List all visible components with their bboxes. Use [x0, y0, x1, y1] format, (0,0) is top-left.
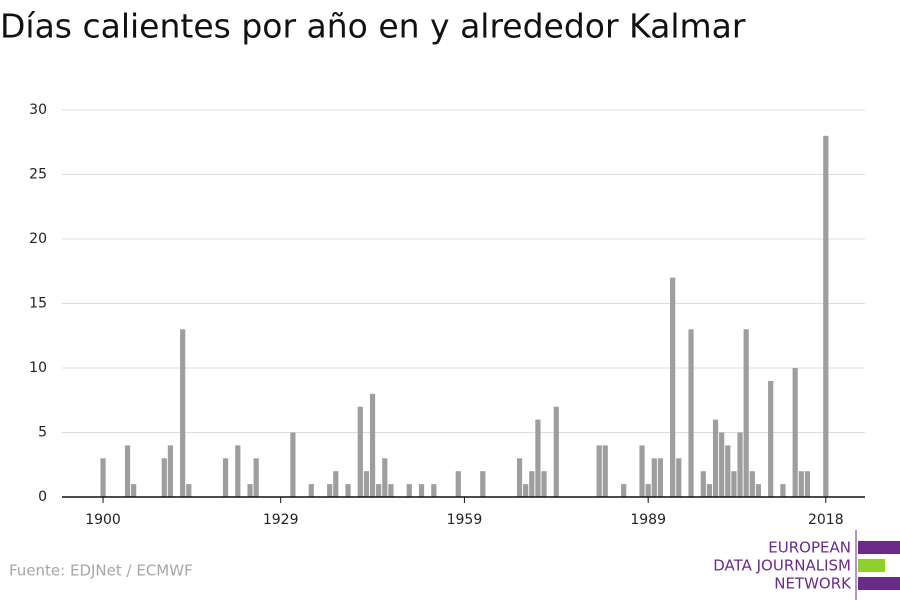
logo-bar [858, 559, 885, 572]
logo-text: NETWORK [774, 575, 852, 593]
chart-title: Días calientes por año en y alrededor Ka… [0, 7, 746, 46]
bar [523, 484, 529, 497]
bar [382, 458, 388, 497]
logo-text: DATA JOURNALISM [713, 557, 851, 575]
bar [755, 484, 762, 497]
bar [657, 458, 664, 497]
x-tick-label: 1929 [263, 512, 299, 528]
source: Fuente: EDJNet / ECMWF [9, 562, 193, 580]
logo-bar [858, 541, 900, 554]
bar [823, 135, 829, 498]
bar [712, 419, 719, 497]
y-tick-label: 20 [29, 231, 47, 247]
bar [369, 393, 376, 497]
bar [792, 368, 798, 497]
bar [431, 484, 437, 497]
bar [529, 471, 535, 497]
bar [186, 484, 192, 497]
x-tick-label: 2018 [808, 512, 844, 528]
bar [596, 445, 602, 497]
bar [645, 484, 651, 497]
bar [406, 484, 412, 497]
bar [180, 329, 186, 497]
bar [541, 471, 547, 497]
bar [100, 458, 106, 497]
bar [639, 445, 645, 497]
bar [161, 458, 167, 497]
bar [676, 458, 682, 497]
bar [376, 484, 382, 497]
bar [602, 445, 608, 497]
bar [651, 458, 657, 497]
bar [706, 484, 713, 497]
logo-text: EUROPEAN [768, 539, 851, 557]
bar [308, 484, 314, 497]
bar [719, 432, 725, 497]
bar [124, 445, 131, 497]
bar [553, 406, 559, 497]
bar [480, 471, 486, 497]
bar [253, 458, 259, 497]
bar [333, 471, 339, 497]
bar [768, 380, 774, 497]
bar [327, 484, 333, 497]
y-tick-label: 25 [29, 167, 47, 183]
bar [345, 484, 351, 497]
bar [516, 458, 523, 497]
bar [670, 277, 676, 497]
bar [222, 458, 229, 497]
y-tick-label: 10 [29, 360, 47, 376]
bar [290, 432, 296, 497]
bar [731, 471, 737, 497]
bar [688, 329, 694, 497]
bar [621, 484, 627, 497]
bar [725, 445, 731, 497]
bar [804, 471, 811, 497]
bar [363, 471, 370, 497]
x-tick-label: 1989 [630, 512, 666, 528]
bar [743, 329, 749, 497]
bar [247, 484, 253, 497]
bar [737, 432, 743, 497]
y-tick-label: 30 [29, 102, 47, 118]
bar [235, 445, 241, 497]
bar [388, 484, 394, 497]
bar [455, 471, 461, 497]
bar [167, 445, 174, 497]
bar [357, 406, 363, 497]
bar [535, 419, 541, 497]
y-tick-label: 5 [38, 425, 47, 441]
bar [780, 484, 786, 497]
bar [700, 471, 706, 497]
bar [749, 471, 755, 497]
x-tick-label: 1900 [85, 512, 121, 528]
y-tick-label: 0 [38, 489, 47, 505]
logo-bar [858, 577, 900, 590]
bar [798, 471, 804, 497]
bar [418, 484, 425, 497]
bar [131, 484, 137, 497]
x-tick-label: 1959 [447, 512, 483, 528]
y-tick-label: 15 [29, 296, 47, 312]
